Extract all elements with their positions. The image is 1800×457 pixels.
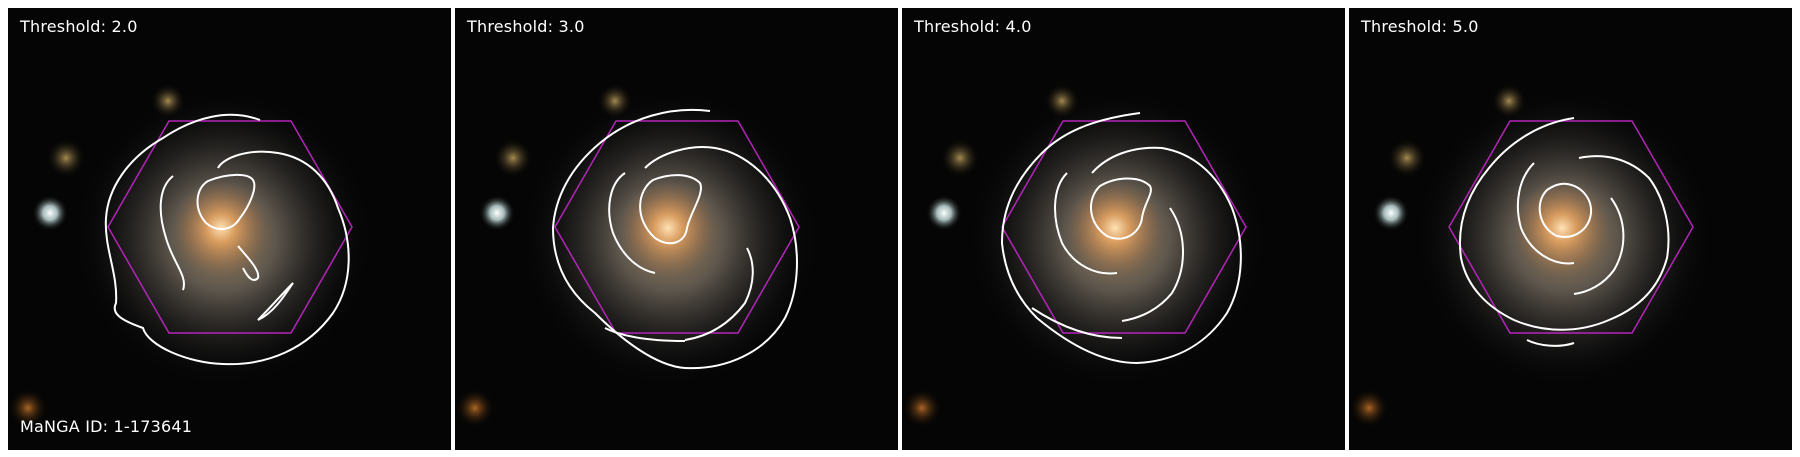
background-source — [1387, 138, 1427, 178]
panel-threshold-5: Threshold: 5.0 — [1349, 8, 1792, 450]
background-source — [1044, 83, 1080, 119]
galaxy-image — [1349, 8, 1792, 450]
hexagon-ifu-footprint — [554, 120, 800, 334]
galaxy-image — [902, 8, 1345, 450]
foreground-star — [479, 195, 515, 231]
galaxy-core — [1514, 180, 1610, 276]
galaxy-image — [8, 8, 451, 450]
threshold-label: Threshold: 4.0 — [914, 17, 1032, 36]
background-source — [1491, 83, 1527, 119]
galaxy-core — [620, 180, 716, 276]
foreground-star — [1373, 195, 1409, 231]
contour-outline — [551, 108, 798, 370]
threshold-label: Threshold: 2.0 — [20, 17, 138, 36]
galaxy-core — [1067, 180, 1163, 276]
galaxy-core — [173, 180, 269, 276]
panel-threshold-2: Threshold: 2.0 MaNGA ID: 1-173641 — [8, 8, 451, 450]
hexagon-ifu-footprint — [107, 120, 353, 334]
background-source — [493, 138, 533, 178]
threshold-label: Threshold: 5.0 — [1361, 17, 1479, 36]
background-source — [455, 388, 495, 428]
contour-outline — [104, 113, 350, 366]
background-source — [940, 138, 980, 178]
contour-outline — [1458, 117, 1670, 347]
background-source — [8, 388, 48, 428]
hexagon-ifu-footprint — [1448, 120, 1694, 334]
background-source — [46, 138, 86, 178]
panel-threshold-3: Threshold: 3.0 — [455, 8, 898, 450]
background-source — [902, 388, 942, 428]
background-source — [597, 83, 633, 119]
foreground-star — [926, 195, 962, 231]
threshold-label: Threshold: 3.0 — [467, 17, 585, 36]
panel-threshold-4: Threshold: 4.0 — [902, 8, 1345, 450]
contour-outline — [1000, 112, 1242, 365]
foreground-star — [32, 195, 68, 231]
galaxy-image — [455, 8, 898, 450]
hexagon-ifu-footprint — [1001, 120, 1247, 334]
background-source — [150, 83, 186, 119]
background-source — [1349, 388, 1389, 428]
manga-id-label: MaNGA ID: 1-173641 — [20, 417, 193, 436]
